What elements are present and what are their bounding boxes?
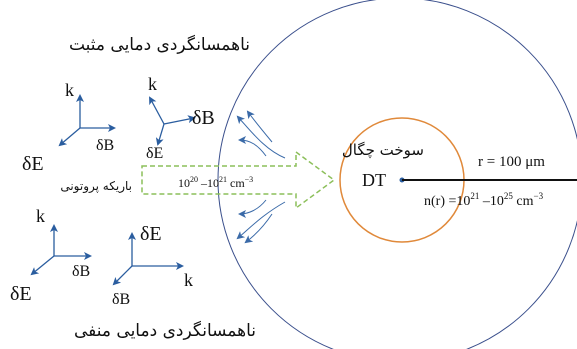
flow-arrow-upper-2 — [238, 136, 267, 157]
k-label: k — [36, 206, 45, 226]
k-label: k — [65, 80, 74, 100]
e-axis-arrow — [155, 123, 165, 146]
db-label: δB — [96, 137, 114, 154]
k-axis-arrow — [149, 96, 165, 125]
flow-arrow-lower-3 — [244, 213, 273, 244]
positive-anisotropy-caption: ناهمسانگردی دمایی مثبت — [69, 34, 250, 55]
k-label: k — [148, 74, 157, 94]
flow-arrow-upper-1 — [236, 115, 286, 159]
k-label: k — [184, 270, 193, 290]
negative-anisotropy-caption: ناهمسانگردی دمایی منفی — [74, 320, 256, 341]
de-label: δE — [22, 153, 44, 175]
flow-arrow-lower-2 — [238, 199, 267, 218]
dt-label: DT — [362, 170, 386, 190]
e-axis-arrow — [58, 127, 81, 147]
triad-top-left: k δB δE — [22, 80, 116, 175]
triad-top-middle: k δB δE — [146, 74, 215, 162]
b-axis-arrow — [163, 115, 196, 125]
triad-bottom-middle: δE k δB — [112, 223, 193, 308]
de-label: δE — [146, 145, 163, 162]
de-label: δE — [140, 223, 162, 245]
outer-plasma-circle — [217, 0, 577, 349]
b-axis-arrow — [112, 265, 133, 286]
db-label: δB — [192, 107, 215, 129]
e-axis-arrow — [30, 255, 55, 276]
de-label: δE — [10, 283, 32, 305]
triad-bottom-left: k δB δE — [10, 206, 92, 305]
proton-beam-arrow — [141, 150, 336, 210]
db-label: δB — [72, 263, 90, 280]
proton-beam-label: باریکه پروتونی — [60, 179, 132, 194]
flow-arrow-lower-1 — [236, 201, 286, 240]
radius-label: r = 100 μm — [478, 154, 545, 170]
dense-fuel-label: سوخت چگال — [342, 141, 424, 159]
db-label: δB — [112, 291, 130, 308]
density-profile-label: n(r) =1021 –1025 cm−3 — [424, 191, 544, 209]
flow-arrow-upper-3 — [246, 110, 273, 143]
beam-density-label: 1020 –1021 cm−3 — [178, 175, 253, 190]
